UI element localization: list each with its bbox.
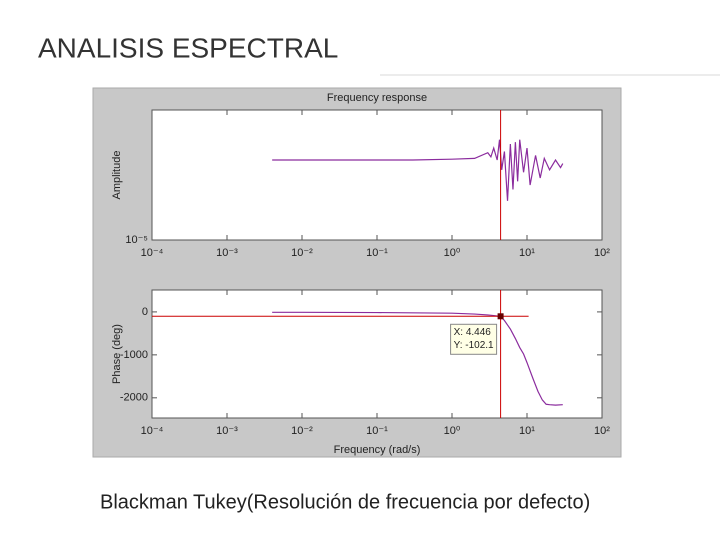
x-tick-label: 10⁰ — [444, 247, 461, 259]
x-axis-label: Frequency (rad/s) — [334, 444, 421, 456]
x-tick-label: 10¹ — [519, 247, 535, 259]
x-tick-label: 10¹ — [519, 425, 535, 437]
plot-area — [151, 109, 603, 241]
caption: Blackman Tukey(Resolución de frecuencia … — [100, 491, 590, 513]
y-tick-label: -2000 — [120, 392, 148, 404]
chart-title: Frequency response — [327, 92, 427, 104]
x-tick-label: 10⁻⁴ — [141, 247, 164, 259]
y-tick-label: 10⁻⁵ — [125, 234, 148, 246]
datatip-box — [450, 323, 498, 355]
plot-area — [151, 289, 603, 419]
x-tick-label: 10⁻⁴ — [141, 425, 164, 437]
x-tick-label: 10⁻² — [291, 425, 313, 437]
x-tick-label: 10² — [594, 247, 610, 259]
data-line — [272, 139, 564, 201]
x-tick-label: 10⁻³ — [216, 425, 238, 437]
datatip-label: Y: -102.1 — [454, 340, 494, 351]
x-tick-label: 10⁻² — [291, 247, 313, 259]
x-tick-label: 10⁻³ — [216, 247, 238, 259]
y-tick-label: 0 — [142, 306, 148, 318]
data-line — [272, 311, 563, 406]
x-tick-label: 10⁰ — [444, 425, 461, 437]
y-tick-label: -1000 — [120, 349, 148, 361]
y-axis-label: Amplitude — [111, 151, 123, 200]
x-tick-label: 10⁻¹ — [366, 247, 388, 259]
y-axis-label: Phase (deg) — [111, 324, 123, 384]
datatip-label: X: 4.446 — [454, 327, 492, 338]
slide-title: ANALISIS ESPECTRAL — [38, 32, 338, 63]
x-tick-label: 10² — [594, 425, 610, 437]
datatip-marker — [497, 313, 504, 320]
x-tick-label: 10⁻¹ — [366, 425, 388, 437]
